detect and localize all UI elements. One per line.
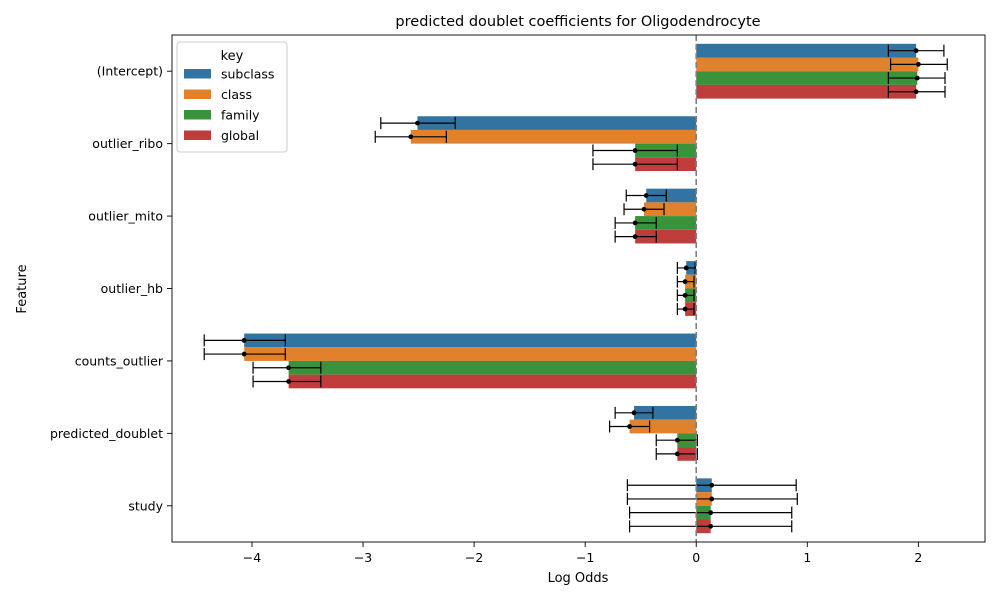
x-tick-label: −4 (243, 550, 261, 565)
point-estimate (632, 234, 638, 240)
legend-label: subclass (221, 67, 274, 82)
point-estimate (415, 120, 420, 126)
bar (646, 188, 697, 203)
point-estimate (632, 161, 638, 167)
point-estimate (408, 134, 414, 140)
bar (696, 43, 917, 58)
point-estimate (286, 365, 292, 371)
x-tick-label: −3 (354, 550, 372, 565)
point-estimate (631, 410, 637, 416)
legend-label: class (221, 87, 252, 102)
bar (696, 84, 917, 99)
point-estimate (641, 206, 647, 212)
point-estimate (286, 379, 292, 384)
bar (634, 405, 697, 420)
bar (696, 71, 918, 85)
y-tick-label: predicted_doublet (50, 426, 163, 441)
bar (288, 360, 697, 375)
bar (417, 116, 697, 130)
point-estimate (632, 148, 638, 153)
point-estimate (682, 279, 688, 285)
point-estimate (709, 496, 715, 502)
bar (244, 333, 697, 348)
point-estimate (632, 220, 638, 226)
point-estimate (683, 265, 689, 271)
point-estimate (913, 89, 919, 95)
bar (629, 419, 697, 434)
x-tick-label: 2 (914, 550, 922, 565)
point-estimate (708, 510, 714, 516)
bar (635, 216, 697, 230)
point-estimate (709, 482, 715, 488)
point-estimate (241, 337, 247, 343)
y-tick-label: counts_outlier (75, 353, 164, 368)
legend-swatch (184, 69, 211, 79)
bar (644, 202, 697, 217)
point-estimate (682, 292, 688, 298)
point-estimate (914, 75, 920, 81)
x-tick-label: −1 (576, 550, 594, 565)
x-tick-label: 0 (692, 550, 700, 565)
legend-items: subclass class family global (184, 67, 274, 143)
x-axis: −4 −3 −2 −1 0 1 2 (243, 542, 922, 565)
point-estimate (708, 523, 714, 529)
y-tick-label: (Intercept) (97, 64, 163, 79)
chart-title: predicted doublet coefficients for Oligo… (395, 14, 760, 30)
y-tick-label: outlier_mito (88, 209, 163, 224)
legend-swatch (184, 110, 211, 120)
legend-label: family (221, 108, 260, 123)
bar (288, 374, 697, 389)
legend-label: global (221, 128, 259, 143)
error-bars-layer (203, 44, 948, 533)
x-tick-label: 1 (803, 550, 811, 565)
y-tick-label: study (128, 498, 163, 513)
legend-swatch (184, 89, 211, 99)
y-axis: (Intercept) outlier_ribo outlier_mitooutli… (50, 64, 172, 513)
legend-swatch (184, 130, 211, 140)
point-estimate (674, 437, 680, 443)
point-estimate (913, 48, 919, 54)
bar (410, 129, 697, 144)
point-estimate (915, 61, 921, 67)
point-estimate (682, 306, 688, 312)
x-axis-label: Log Odds (548, 571, 609, 586)
point-estimate (643, 193, 649, 198)
bar (696, 57, 919, 72)
point-estimate (627, 424, 632, 429)
legend-title: key (221, 49, 244, 64)
y-tick-label: outlier_hb (101, 281, 163, 296)
y-axis-label: Feature (15, 264, 30, 313)
bar (244, 347, 697, 361)
bar (635, 229, 697, 244)
x-tick-label: −2 (465, 550, 483, 565)
point-estimate (674, 451, 680, 457)
bars-layer (244, 43, 919, 534)
y-tick-label: outlier_ribo (92, 136, 163, 151)
legend: key subclass class family global (176, 41, 288, 153)
point-estimate (241, 351, 247, 357)
